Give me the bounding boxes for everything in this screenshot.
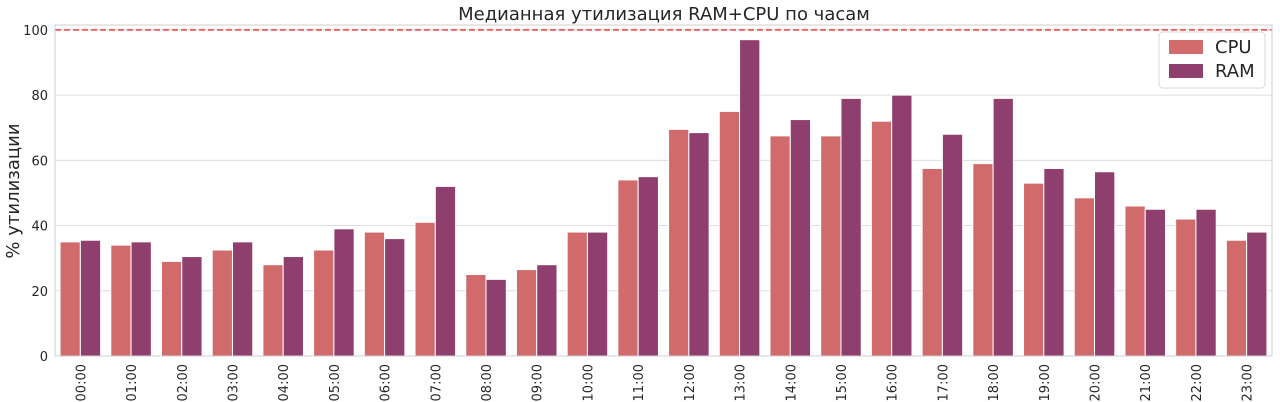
bar-ram-2100 <box>1144 208 1167 357</box>
bar-cpu-1200 <box>668 128 690 357</box>
bar-cpu-0700 <box>414 221 436 357</box>
x-tick-label: 16:00 <box>886 364 901 401</box>
x-tick-label: 09:00 <box>531 364 546 401</box>
y-tick-label: 0 <box>40 350 48 365</box>
y-tick-label: 80 <box>31 89 48 104</box>
x-tick-label: 10:00 <box>581 364 596 401</box>
bar-cpu-2200 <box>1175 218 1197 357</box>
x-tick-label: 06:00 <box>379 364 394 401</box>
bar-cpu-0800 <box>465 273 487 357</box>
legend-swatch-cpu <box>1169 40 1203 54</box>
x-tick-label: 05:00 <box>328 364 343 401</box>
x-tick-labels: 00:00 01:00 02:00 03:00 04:00 05:00 06:00 07:00… <box>74 364 1255 401</box>
bar-ram-0900 <box>536 264 558 357</box>
x-tick-label: 14:00 <box>784 364 799 401</box>
x-tick-label: 00:00 <box>74 364 89 401</box>
bar-ram-0600 <box>384 238 406 357</box>
x-tick-label: 19:00 <box>1038 364 1053 401</box>
bar-ram-1700 <box>941 133 964 357</box>
y-tick-label: 40 <box>31 220 48 235</box>
bar-ram-1200 <box>688 132 710 357</box>
bar-cpu-0500 <box>313 249 335 357</box>
x-tick-label: 13:00 <box>734 364 749 401</box>
x-tick-label: 22:00 <box>1190 364 1205 401</box>
bar-cpu-1800 <box>972 163 994 357</box>
bar-cpu-1500 <box>820 135 842 357</box>
y-tick-labels: 0 20 40 60 80 100 <box>23 24 48 365</box>
chart-title: Медианная утилизация RAM+CPU по часам <box>458 4 870 25</box>
x-tick-label: 08:00 <box>480 364 495 401</box>
x-tick-label: 15:00 <box>835 364 850 401</box>
bar-ram-1400 <box>789 119 812 357</box>
x-tick-label: 12:00 <box>683 364 698 401</box>
bar-ram-0200 <box>181 256 203 357</box>
legend-swatch-ram <box>1169 64 1203 78</box>
bar-ram-0500 <box>333 228 355 357</box>
x-tick-label: 17:00 <box>936 364 951 401</box>
x-tick-label: 07:00 <box>429 364 444 401</box>
x-tick-label: 21:00 <box>1139 364 1154 401</box>
bar-cpu-1900 <box>1023 182 1045 357</box>
bar-ram-1100 <box>637 176 659 357</box>
bar-ram-0400 <box>282 256 304 357</box>
y-axis-label: % утилизации <box>3 123 24 258</box>
bar-ram-2200 <box>1195 208 1217 357</box>
bar-cpu-1600 <box>870 120 893 357</box>
bar-cpu-0900 <box>515 269 538 357</box>
bar-ram-0700 <box>434 185 457 357</box>
x-tick-label: 20:00 <box>1089 364 1104 401</box>
bar-cpu-0000 <box>59 241 81 357</box>
x-tick-label: 23:00 <box>1241 364 1256 401</box>
bar-ram-1900 <box>1043 167 1065 357</box>
bar-cpu-0300 <box>211 249 233 357</box>
bar-ram-0000 <box>79 239 102 357</box>
bar-cpu-2000 <box>1073 197 1096 357</box>
plot-frame <box>54 24 1273 357</box>
y-tick-label: 100 <box>23 24 48 39</box>
bar-ram-2000 <box>1094 171 1116 357</box>
bar-cpu-2100 <box>1124 205 1146 357</box>
y-tick-label: 20 <box>31 285 48 300</box>
x-tick-label: 04:00 <box>277 364 292 401</box>
x-tick-label: 18:00 <box>987 364 1002 401</box>
bar-ram-2300 <box>1246 231 1268 357</box>
bar-cpu-1700 <box>921 167 943 357</box>
bar-cpu-2300 <box>1225 239 1248 357</box>
bar-cpu-0600 <box>363 231 386 357</box>
bar-ram-1300 <box>739 39 761 357</box>
legend: CPU RAM <box>1158 31 1266 89</box>
bar-ram-1600 <box>891 94 913 357</box>
legend-label-ram: RAM <box>1215 61 1255 82</box>
bar-cpu-1100 <box>617 179 639 357</box>
bar-ram-1000 <box>586 231 609 357</box>
bar-cpu-1000 <box>566 231 588 357</box>
bar-cpu-0200 <box>160 260 183 357</box>
x-tick-label: 02:00 <box>176 364 191 401</box>
bar-cpu-0100 <box>110 244 132 357</box>
bar-ram-0800 <box>485 278 507 357</box>
bar-ram-1500 <box>840 97 862 357</box>
bar-ram-0100 <box>130 241 152 357</box>
legend-label-cpu: CPU <box>1215 37 1252 58</box>
bar-cpu-1400 <box>769 135 791 357</box>
bar-ram-0300 <box>231 241 254 357</box>
x-tick-label: 03:00 <box>226 364 241 401</box>
x-tick-label: 01:00 <box>125 364 140 401</box>
x-tick-label: 11:00 <box>632 364 647 401</box>
bar-ram-1800 <box>992 97 1014 357</box>
bar-cpu-0400 <box>262 264 284 357</box>
y-tick-label: 60 <box>31 154 48 169</box>
bar-cpu-1300 <box>718 110 741 357</box>
